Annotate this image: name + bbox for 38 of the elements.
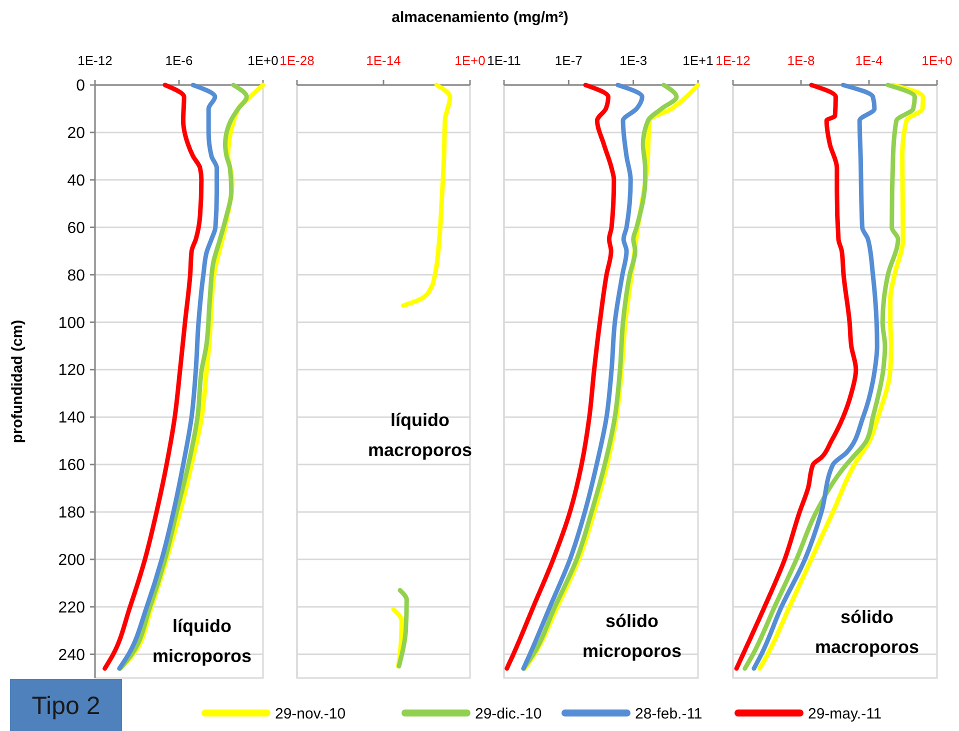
x-tick-label: 1E-4 — [855, 53, 883, 68]
legend-label: 29-may.-11 — [808, 705, 882, 722]
y-tick-label: 120 — [58, 362, 86, 380]
x-tick-label: 1E-3 — [620, 53, 648, 68]
x-tick-label: 1E-14 — [366, 53, 401, 68]
annotation: sólido microporos — [582, 611, 682, 661]
annotation: líquido macroporos — [368, 410, 472, 460]
y-tick-label: 20 — [67, 125, 86, 142]
y-tick-label: 40 — [67, 172, 86, 190]
x-tick-label: 1E+0 — [922, 53, 952, 68]
text: Tipo 2 — [32, 692, 100, 720]
y-tick-label: 80 — [67, 267, 86, 284]
y-tick-label: 60 — [67, 220, 86, 237]
x-tick-label: 1E-8 — [787, 53, 815, 68]
x-tick-label: 1E+0 — [248, 53, 278, 68]
x-tick-label: 1E-12 — [716, 53, 750, 68]
chart-title: almacenamiento (mg/m²) — [392, 9, 568, 26]
legend-label: 29-dic.-10 — [475, 705, 542, 722]
y-tick-label: 180 — [58, 504, 86, 522]
legend-label: 29-nov.-10 — [275, 705, 346, 722]
legend-label: 28-feb.-11 — [635, 705, 702, 722]
y-tick-label: 240 — [58, 646, 86, 664]
y-tick-label: 200 — [58, 552, 86, 569]
y-axis-title: profundidad (cm) — [9, 320, 26, 444]
annotation: líquido microporos — [152, 616, 252, 666]
x-tick-label: 1E-28 — [280, 53, 314, 68]
x-tick-label: 1E-11 — [487, 53, 521, 68]
y-tick-label: 220 — [58, 599, 86, 616]
x-tick-label: 1E-7 — [554, 53, 582, 68]
annotation: sólido macroporos — [814, 607, 920, 657]
y-tick-label: 0 — [76, 78, 86, 95]
x-tick-label: 1E-6 — [165, 53, 193, 68]
y-tick-label: 100 — [58, 314, 86, 332]
y-tick-label: 160 — [58, 457, 86, 474]
x-tick-label: 1E+0 — [454, 53, 486, 68]
x-tick-label: 1E+1 — [682, 53, 714, 68]
y-tick-label: 140 — [58, 410, 86, 427]
x-tick-label: 1E-12 — [78, 53, 112, 68]
